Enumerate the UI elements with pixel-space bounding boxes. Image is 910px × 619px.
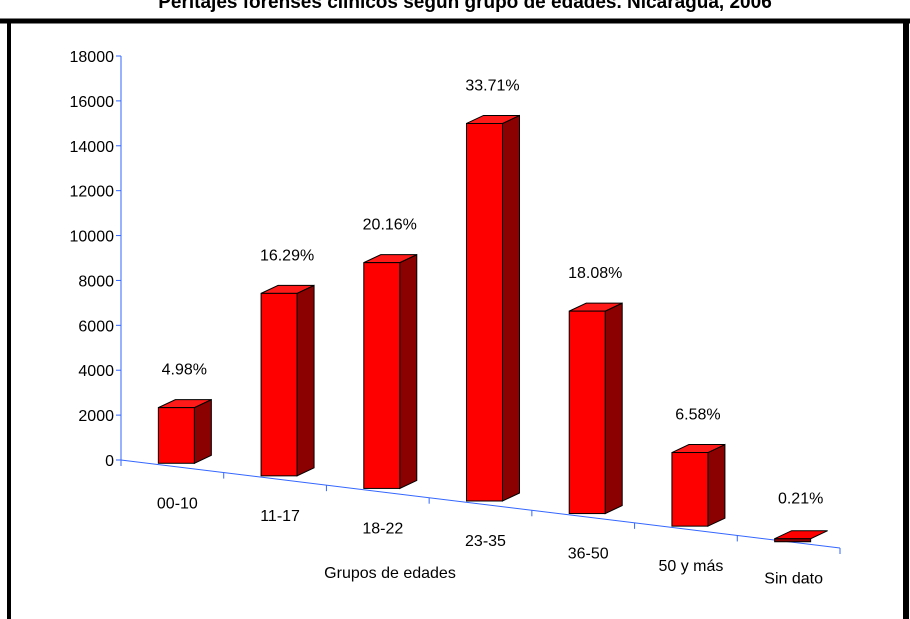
data-label: 20.16% xyxy=(363,217,417,234)
y-tick-label: 8000 xyxy=(78,273,114,290)
x-tick-label: 23-35 xyxy=(465,533,506,550)
data-label: 18.08% xyxy=(568,265,622,282)
data-label: 6.58% xyxy=(675,407,720,424)
data-label: 0.21% xyxy=(778,490,823,507)
y-tick-label: 12000 xyxy=(70,184,115,201)
bar-side xyxy=(399,253,418,490)
bar-front xyxy=(774,538,812,543)
x-axis-line xyxy=(120,459,841,549)
chart-title: Peritajes forenses clínicos según grupo … xyxy=(158,0,772,13)
bar-front xyxy=(671,452,709,527)
bar-00-10 xyxy=(157,398,212,465)
x-tick-label: 00-10 xyxy=(157,495,198,512)
bar-50 y más xyxy=(671,443,726,527)
data-label: 33.71% xyxy=(465,77,519,94)
x-tick-label: Sin dato xyxy=(764,571,823,588)
bar-18-22 xyxy=(363,253,418,490)
y-tick-label: 18000 xyxy=(70,49,115,66)
bar-Sin dato xyxy=(774,530,828,543)
axes: 0 2000 4000 6000 8000 10000 12000 14000 16000 180… xyxy=(70,49,841,588)
data-label: 4.98% xyxy=(162,362,207,379)
data-labels: 4.98% 16.29% 20.16% 33.71% 18.08% 6.58% 0.21% xyxy=(162,77,824,507)
y-tick-label: 4000 xyxy=(78,363,114,380)
bar-front xyxy=(363,262,401,489)
y-tick-label: 10000 xyxy=(70,229,115,246)
bar-side xyxy=(296,284,315,477)
bar-front xyxy=(466,122,503,502)
bar-side xyxy=(193,398,212,465)
x-tick-label: 36-50 xyxy=(568,546,609,563)
x-tick-label: 50 y más xyxy=(658,558,723,575)
bar-top xyxy=(774,530,828,540)
bar-front xyxy=(157,407,195,464)
y-tick-label: 6000 xyxy=(78,318,114,335)
bar-front xyxy=(260,292,298,477)
bar-side xyxy=(502,114,520,502)
y-tick-label: 16000 xyxy=(70,94,115,111)
x-tick-label: 11-17 xyxy=(260,508,300,525)
x-tick-label: 18-22 xyxy=(362,520,403,537)
bar-11-17 xyxy=(260,284,315,477)
bar-side xyxy=(604,302,623,515)
y-tick-label: 14000 xyxy=(70,139,115,156)
bar-23-35 xyxy=(466,114,520,502)
bar-36-50 xyxy=(568,302,623,515)
x-axis-title: Grupos de edades xyxy=(324,565,456,582)
bar-front xyxy=(568,310,606,515)
bar-side xyxy=(707,443,726,527)
data-label: 16.29% xyxy=(260,247,314,264)
y-tick-label: 0 xyxy=(105,453,114,470)
y-tick-label: 2000 xyxy=(78,408,114,425)
bars xyxy=(157,114,828,543)
